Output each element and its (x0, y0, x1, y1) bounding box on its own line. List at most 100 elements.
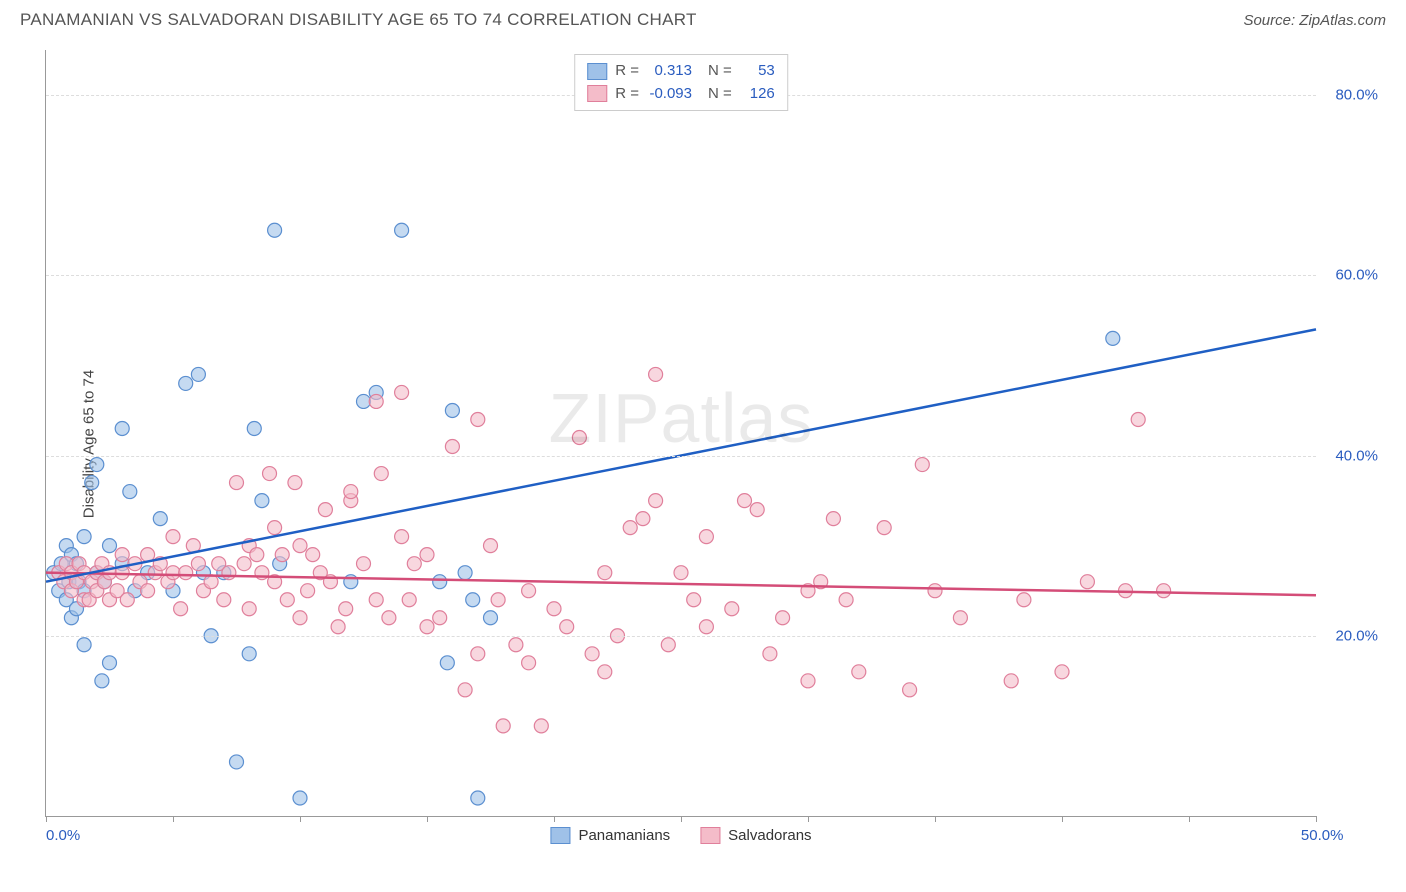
y-tick-label: 20.0% (1335, 627, 1378, 644)
data-point (395, 530, 409, 544)
data-point (230, 755, 244, 769)
data-point (471, 412, 485, 426)
stat-n-label: N = (708, 60, 732, 83)
data-point (395, 223, 409, 237)
data-point (458, 566, 472, 580)
data-point (357, 557, 371, 571)
data-point (123, 485, 137, 499)
data-point (268, 521, 282, 535)
data-point (1106, 331, 1120, 345)
data-point (598, 566, 612, 580)
grid-line (46, 636, 1316, 637)
x-tick (1062, 816, 1063, 822)
data-point (293, 539, 307, 553)
data-point (953, 611, 967, 625)
data-point (318, 503, 332, 517)
y-tick-label: 40.0% (1335, 447, 1378, 464)
x-tick (46, 816, 47, 822)
data-point (402, 593, 416, 607)
x-tick (554, 816, 555, 822)
stat-n-value: 126 (740, 83, 775, 106)
data-point (339, 602, 353, 616)
data-point (572, 431, 586, 445)
x-tick (300, 816, 301, 822)
legend-swatch (587, 85, 607, 102)
data-point (153, 512, 167, 526)
data-point (369, 394, 383, 408)
stat-r-label: R = (615, 83, 639, 106)
data-point (191, 557, 205, 571)
data-point (306, 548, 320, 562)
data-point (179, 376, 193, 390)
data-point (776, 611, 790, 625)
data-point (191, 367, 205, 381)
data-point (90, 458, 104, 472)
data-point (247, 421, 261, 435)
data-point (293, 791, 307, 805)
data-point (826, 512, 840, 526)
grid-line (46, 456, 1316, 457)
x-tick (173, 816, 174, 822)
data-point (445, 403, 459, 417)
data-point (1157, 584, 1171, 598)
data-point (1055, 665, 1069, 679)
data-point (466, 593, 480, 607)
data-point (1131, 412, 1145, 426)
data-point (115, 421, 129, 435)
data-point (522, 584, 536, 598)
legend-series-name: Salvadorans (728, 827, 811, 844)
source-label: Source: ZipAtlas.com (1243, 12, 1386, 29)
data-point (547, 602, 561, 616)
data-point (585, 647, 599, 661)
data-point (420, 620, 434, 634)
data-point (877, 521, 891, 535)
data-point (85, 476, 99, 490)
data-point (1004, 674, 1018, 688)
data-point (699, 620, 713, 634)
stat-n-value: 53 (740, 60, 775, 83)
data-point (903, 683, 917, 697)
legend-series-item: Panamanians (550, 827, 670, 844)
data-point (77, 638, 91, 652)
data-point (420, 548, 434, 562)
data-point (738, 494, 752, 508)
data-point (407, 557, 421, 571)
data-point (623, 521, 637, 535)
legend-swatch (587, 63, 607, 80)
data-point (674, 566, 688, 580)
data-point (166, 566, 180, 580)
data-point (839, 593, 853, 607)
y-tick-label: 80.0% (1335, 87, 1378, 104)
data-point (725, 602, 739, 616)
data-point (331, 620, 345, 634)
data-point (852, 665, 866, 679)
data-point (433, 575, 447, 589)
data-point (598, 665, 612, 679)
data-point (763, 647, 777, 661)
data-point (687, 593, 701, 607)
data-point (649, 367, 663, 381)
legend-swatch (550, 827, 570, 844)
data-point (1080, 575, 1094, 589)
data-point (141, 584, 155, 598)
data-point (1017, 593, 1031, 607)
x-tick (681, 816, 682, 822)
data-point (230, 476, 244, 490)
data-point (217, 593, 231, 607)
data-point (95, 674, 109, 688)
legend-series-name: Panamanians (578, 827, 670, 844)
data-point (801, 674, 815, 688)
data-point (263, 467, 277, 481)
plot-svg (46, 50, 1316, 816)
correlation-legend: R = 0.313 N = 53 R = -0.093 N = 126 (574, 54, 788, 111)
plot-area: ZIPatlas R = 0.313 N = 53 R = -0.093 N =… (45, 50, 1316, 817)
x-tick-label: 50.0% (1301, 827, 1344, 844)
data-point (374, 467, 388, 481)
x-tick (427, 816, 428, 822)
data-point (928, 584, 942, 598)
data-point (288, 476, 302, 490)
data-point (77, 530, 91, 544)
x-tick (1316, 816, 1317, 822)
data-point (433, 611, 447, 625)
data-point (382, 611, 396, 625)
